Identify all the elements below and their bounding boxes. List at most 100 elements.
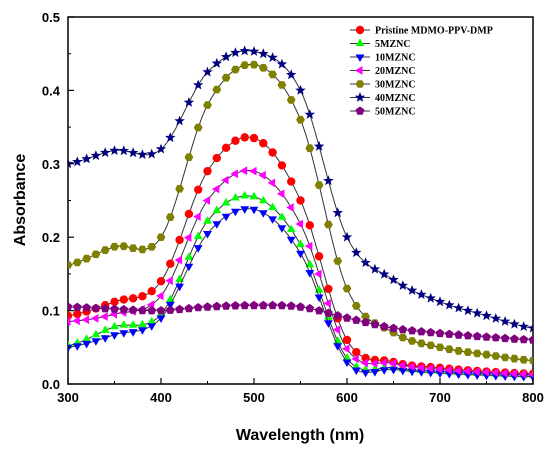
series-point <box>444 345 454 354</box>
series-point <box>202 196 210 205</box>
series-point <box>472 349 482 358</box>
series-point <box>72 316 80 326</box>
series-point <box>462 366 471 376</box>
series-point <box>100 147 111 158</box>
series-point <box>388 359 396 368</box>
series-point <box>259 139 268 148</box>
series-point <box>370 369 380 377</box>
series-point <box>305 259 315 268</box>
series-point <box>240 190 250 199</box>
series-point <box>341 231 353 242</box>
series-point <box>68 311 73 320</box>
series-point <box>138 319 147 328</box>
series-point <box>184 252 194 260</box>
series-point <box>276 58 288 69</box>
series-point <box>286 96 296 104</box>
series-point <box>482 332 491 341</box>
series-point <box>314 294 324 303</box>
legend-label: 5MZNC <box>375 39 411 50</box>
series-point <box>361 369 370 378</box>
series-point <box>389 323 398 332</box>
series-point <box>231 65 240 74</box>
series-point <box>454 330 463 339</box>
series-point <box>360 358 369 368</box>
series-point <box>138 327 147 335</box>
series-30mznc <box>68 60 533 365</box>
x-tick-label: 400 <box>150 390 172 405</box>
series-point <box>128 244 138 252</box>
x-tick-label: 600 <box>336 390 358 405</box>
series-point <box>472 367 480 377</box>
y-axis-title: Absorbance <box>12 154 29 247</box>
series-point <box>193 123 203 132</box>
series-point <box>119 295 128 304</box>
series-point <box>138 305 147 315</box>
series-point <box>100 304 110 313</box>
series-point <box>286 69 297 80</box>
series-point <box>156 233 166 241</box>
series-layer <box>68 45 533 382</box>
series-point <box>379 358 387 368</box>
series-point <box>305 144 315 153</box>
series-point <box>435 365 443 374</box>
series-point <box>118 145 129 156</box>
series-point <box>361 317 370 327</box>
legend-marker <box>355 66 363 75</box>
series-point <box>138 245 147 254</box>
legend-marker <box>355 38 365 46</box>
series-point <box>128 320 138 328</box>
series-point <box>351 367 361 375</box>
series-point <box>221 301 231 310</box>
series-point <box>138 292 147 301</box>
series-point <box>100 312 108 321</box>
series-point <box>295 219 303 229</box>
series-point <box>73 309 82 319</box>
series-point <box>444 365 452 375</box>
series-point <box>146 148 157 159</box>
series-point <box>249 206 259 215</box>
series-point <box>304 109 315 119</box>
series-point <box>128 305 138 314</box>
legend-label: 10MZNC <box>375 53 416 64</box>
series-point <box>500 333 510 343</box>
series-point <box>407 337 417 345</box>
series-point <box>211 184 220 194</box>
series-point <box>230 47 241 58</box>
series-point <box>304 241 313 251</box>
legend-marker <box>355 80 365 88</box>
series-point <box>193 245 203 253</box>
series-point <box>183 233 192 242</box>
series-point <box>212 85 222 94</box>
x-tick-label: 300 <box>57 390 79 405</box>
series-point <box>509 318 520 329</box>
series-point <box>333 311 343 320</box>
series-point <box>147 286 156 296</box>
series-point <box>110 242 119 251</box>
series-point <box>286 236 296 245</box>
series-point <box>212 221 222 229</box>
series-point <box>499 316 511 326</box>
series-point <box>491 352 501 360</box>
series-point <box>155 143 167 154</box>
x-tick-label: 700 <box>429 390 451 405</box>
series-point <box>184 153 194 161</box>
series-point <box>72 156 83 167</box>
series-point <box>426 341 436 350</box>
series-point <box>175 304 184 314</box>
series-point <box>203 231 212 239</box>
series-point <box>268 70 277 79</box>
series-point <box>286 203 294 212</box>
series-point <box>342 335 352 345</box>
series-point <box>156 277 166 286</box>
series-point <box>313 140 325 151</box>
series-point <box>295 84 306 95</box>
legend-label: 40MZNC <box>375 93 416 104</box>
series-point <box>407 368 417 377</box>
series-point <box>352 347 361 357</box>
series-point <box>249 191 259 200</box>
series-point <box>156 291 164 301</box>
series-point <box>518 321 529 331</box>
series-point <box>417 339 426 348</box>
series-point <box>379 367 389 375</box>
series-point <box>221 213 231 222</box>
